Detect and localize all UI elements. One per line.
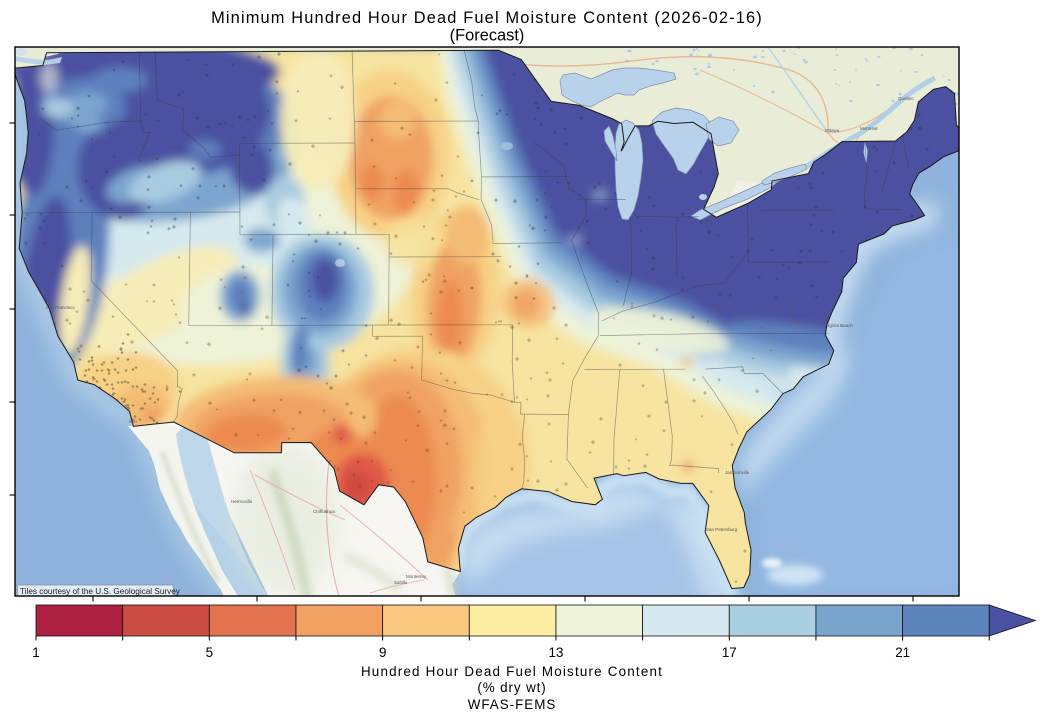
svg-text:San Francisco: San Francisco xyxy=(46,305,75,310)
svg-text:21: 21 xyxy=(895,645,910,660)
svg-text:Tiles courtesy of the U.S. Geo: Tiles courtesy of the U.S. Geological Su… xyxy=(20,587,181,596)
svg-text:San: San xyxy=(129,419,138,424)
svg-text:Chihuahua: Chihuahua xyxy=(313,509,335,514)
svg-text:5: 5 xyxy=(206,645,213,660)
svg-text:(Forecast): (Forecast) xyxy=(450,27,525,45)
svg-text:13: 13 xyxy=(549,645,564,660)
svg-text:Saltillo: Saltillo xyxy=(394,580,408,585)
svg-text:Hundred Hour Dead Fuel Moistur: Hundred Hour Dead Fuel Moisture Content xyxy=(361,664,663,679)
svg-text:San Petersburg: San Petersburg xyxy=(706,527,738,532)
svg-text:Quebec: Quebec xyxy=(898,96,915,101)
svg-text:Virginia Beach: Virginia Beach xyxy=(824,323,853,328)
svg-text:Monterrey: Monterrey xyxy=(406,574,427,579)
svg-text:Jacksonville: Jacksonville xyxy=(725,470,750,475)
svg-text:17: 17 xyxy=(722,645,737,660)
svg-text:Montreal: Montreal xyxy=(860,126,878,131)
svg-text:Minimum Hundred Hour Dead Fuel: Minimum Hundred Hour Dead Fuel Moisture … xyxy=(211,9,763,27)
svg-text:9: 9 xyxy=(379,645,386,660)
svg-text:(% dry wt): (% dry wt) xyxy=(477,680,546,695)
svg-text:Ottawa: Ottawa xyxy=(825,128,840,133)
svg-text:WFAS-FEMS: WFAS-FEMS xyxy=(468,697,557,712)
svg-text:Hermosillo: Hermosillo xyxy=(231,499,253,504)
svg-text:1: 1 xyxy=(32,645,39,660)
